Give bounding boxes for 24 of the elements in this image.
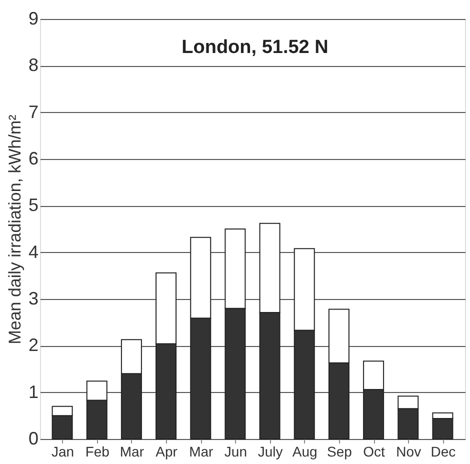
y-tick-label: 4 [28, 242, 38, 262]
x-tick-label: Nov [396, 444, 422, 460]
x-tick-label: Feb [85, 444, 110, 460]
x-tick-label: Jun [224, 444, 247, 460]
y-tick-label: 7 [28, 102, 38, 122]
x-tick-label: Jan [52, 444, 74, 460]
y-tick-label: 1 [28, 382, 38, 402]
y-tick-label: 0 [28, 428, 38, 448]
y-tick-label: 5 [28, 195, 38, 216]
x-tick-label: Aug [292, 444, 318, 460]
x-tick-label: July [258, 444, 283, 460]
y-tick-label: 8 [28, 55, 38, 76]
y-tick-label: 3 [28, 288, 38, 308]
annotation: London, 51.52 N [182, 37, 328, 58]
x-tick-label: Mar [189, 444, 214, 460]
y-tick-label: 2 [28, 335, 38, 356]
y-tick-label: 6 [28, 148, 38, 168]
x-tick-label: Mar [120, 444, 144, 460]
x-tick-label: Dec [430, 444, 456, 460]
x-tick-label: Oct [363, 444, 386, 460]
x-tick-label: Apr [156, 444, 178, 460]
y-axis-title: Mean daily irradiation, kWh/m² [5, 114, 24, 344]
y-tick-label: 9 [28, 8, 38, 28]
x-tick-label: Sep [326, 444, 352, 460]
